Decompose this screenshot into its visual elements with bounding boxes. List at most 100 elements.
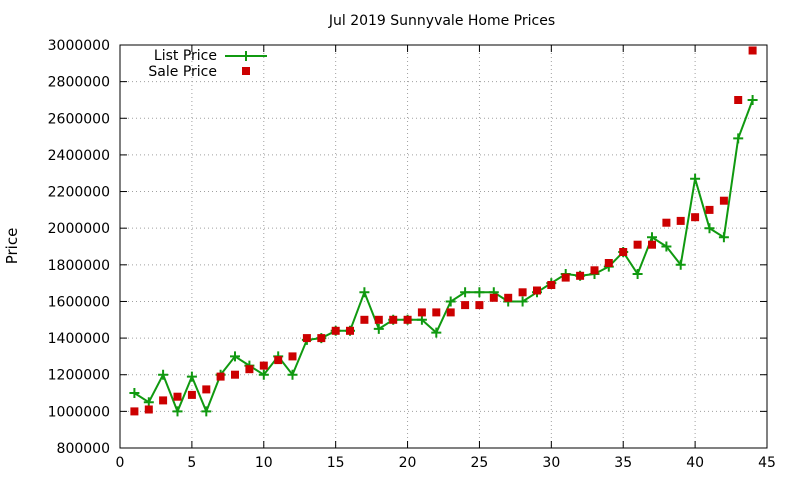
sale-price-point — [144, 405, 153, 414]
y-tick-labels: 800000 1000000 1200000 1400000 1600000 180000… — [48, 38, 110, 457]
y-axis-label: Price — [3, 228, 21, 265]
series — [129, 46, 758, 417]
sale-price-point — [561, 273, 570, 282]
legend-marker-list-price — [241, 51, 251, 61]
sale-price-point — [648, 240, 656, 249]
sale-price-point — [202, 385, 211, 394]
y-tick-label: 2400000 — [48, 148, 110, 164]
x-tick-label: 30 — [542, 455, 560, 471]
y-tick-label: 2800000 — [48, 75, 110, 91]
sale-price-point — [518, 288, 527, 297]
list-price-point — [517, 296, 528, 307]
sale-price-point — [259, 361, 268, 370]
sale-price-point — [187, 390, 196, 399]
x-tick-label: 20 — [399, 455, 417, 471]
list-price-point — [675, 259, 686, 270]
x-tick-label: 0 — [116, 455, 125, 471]
legend: List Price Sale Price — [148, 48, 267, 80]
sale-price-point — [360, 315, 369, 324]
sale-price-point — [417, 308, 426, 317]
sale-price-point — [619, 248, 628, 256]
list-price-point — [431, 327, 442, 338]
list-price-point — [661, 241, 672, 252]
list-price-point — [690, 173, 701, 184]
sale-price-point — [748, 46, 757, 55]
y-tick-label: 3000000 — [48, 38, 110, 54]
list-price-point — [373, 323, 384, 334]
sale-price-point — [734, 96, 743, 104]
y-tick-label: 2600000 — [48, 111, 110, 127]
sale-price-point — [389, 315, 398, 324]
x-tick-label: 40 — [686, 455, 704, 471]
sale-price-point — [331, 326, 340, 335]
sale-price-point — [432, 308, 441, 317]
y-tick-label: 800000 — [57, 441, 110, 457]
sale-price-point — [461, 301, 470, 310]
legend-marker-sale-price — [242, 67, 250, 75]
list-price-point — [230, 351, 240, 362]
list-price-point — [129, 388, 140, 398]
list-price-point — [632, 269, 643, 279]
axis-ticks — [119, 44, 768, 449]
sale-price-point — [403, 315, 412, 324]
sale-price-point — [475, 301, 484, 310]
sale-price-point — [245, 365, 254, 374]
sale-price-point — [489, 293, 498, 302]
sale-price-point — [374, 315, 383, 324]
list-price-point — [359, 287, 370, 298]
x-tick-label: 35 — [614, 455, 632, 471]
list-price-point — [172, 406, 183, 417]
sale-price-point — [231, 370, 239, 379]
list-price-point — [718, 232, 729, 243]
list-price-point — [186, 371, 197, 382]
y-tick-label: 1800000 — [48, 258, 110, 274]
sale-price-point — [274, 356, 283, 365]
sale-price-point — [446, 308, 455, 317]
plot-frame — [119, 44, 768, 449]
sale-price-point — [719, 196, 728, 205]
x-tick-labels: 0 5 10 15 20 25 30 35 40 45 — [116, 455, 776, 471]
list-price-point — [258, 369, 269, 380]
sale-price-point — [346, 326, 354, 335]
sale-price-point — [604, 259, 613, 267]
y-tick-label: 1600000 — [48, 294, 110, 310]
series-0 — [129, 95, 758, 417]
legend-label-list-price: List Price — [154, 48, 217, 64]
list-price-point — [445, 296, 456, 307]
sale-price-point — [130, 407, 139, 416]
x-tick-label: 25 — [471, 455, 489, 471]
list-price-point — [474, 287, 485, 298]
y-tick-label: 1000000 — [48, 404, 110, 420]
x-tick-label: 5 — [187, 455, 196, 471]
sale-price-point — [705, 205, 714, 214]
sale-price-point — [504, 293, 513, 302]
list-price-point — [158, 369, 169, 380]
sale-price-point — [216, 372, 225, 381]
y-tick-label: 2000000 — [48, 221, 110, 237]
sale-price-point — [173, 392, 182, 401]
list-price-point — [733, 133, 744, 144]
series-line — [133, 99, 754, 415]
list-price-point — [201, 406, 212, 417]
x-tick-label: 45 — [758, 455, 776, 471]
list-price-point — [460, 287, 471, 298]
list-price-point — [647, 232, 657, 243]
y-tick-label: 1200000 — [48, 368, 110, 384]
sale-price-point — [676, 216, 685, 225]
sale-price-point — [302, 334, 311, 343]
list-price-point — [747, 95, 758, 105]
sale-price-point — [159, 396, 168, 405]
sale-price-point — [317, 334, 326, 343]
sale-price-point — [590, 266, 599, 275]
sale-price-point — [547, 281, 556, 289]
sale-price-point — [288, 352, 297, 361]
sale-price-point — [662, 218, 671, 227]
chart-title: Jul 2019 Sunnyvale Home Prices — [328, 13, 555, 29]
sale-price-point — [576, 271, 585, 280]
sale-price-point — [691, 213, 700, 222]
sale-price-point — [533, 286, 541, 295]
list-price-point — [287, 369, 298, 380]
legend-label-sale-price: Sale Price — [148, 64, 217, 80]
list-price-point — [416, 314, 427, 325]
